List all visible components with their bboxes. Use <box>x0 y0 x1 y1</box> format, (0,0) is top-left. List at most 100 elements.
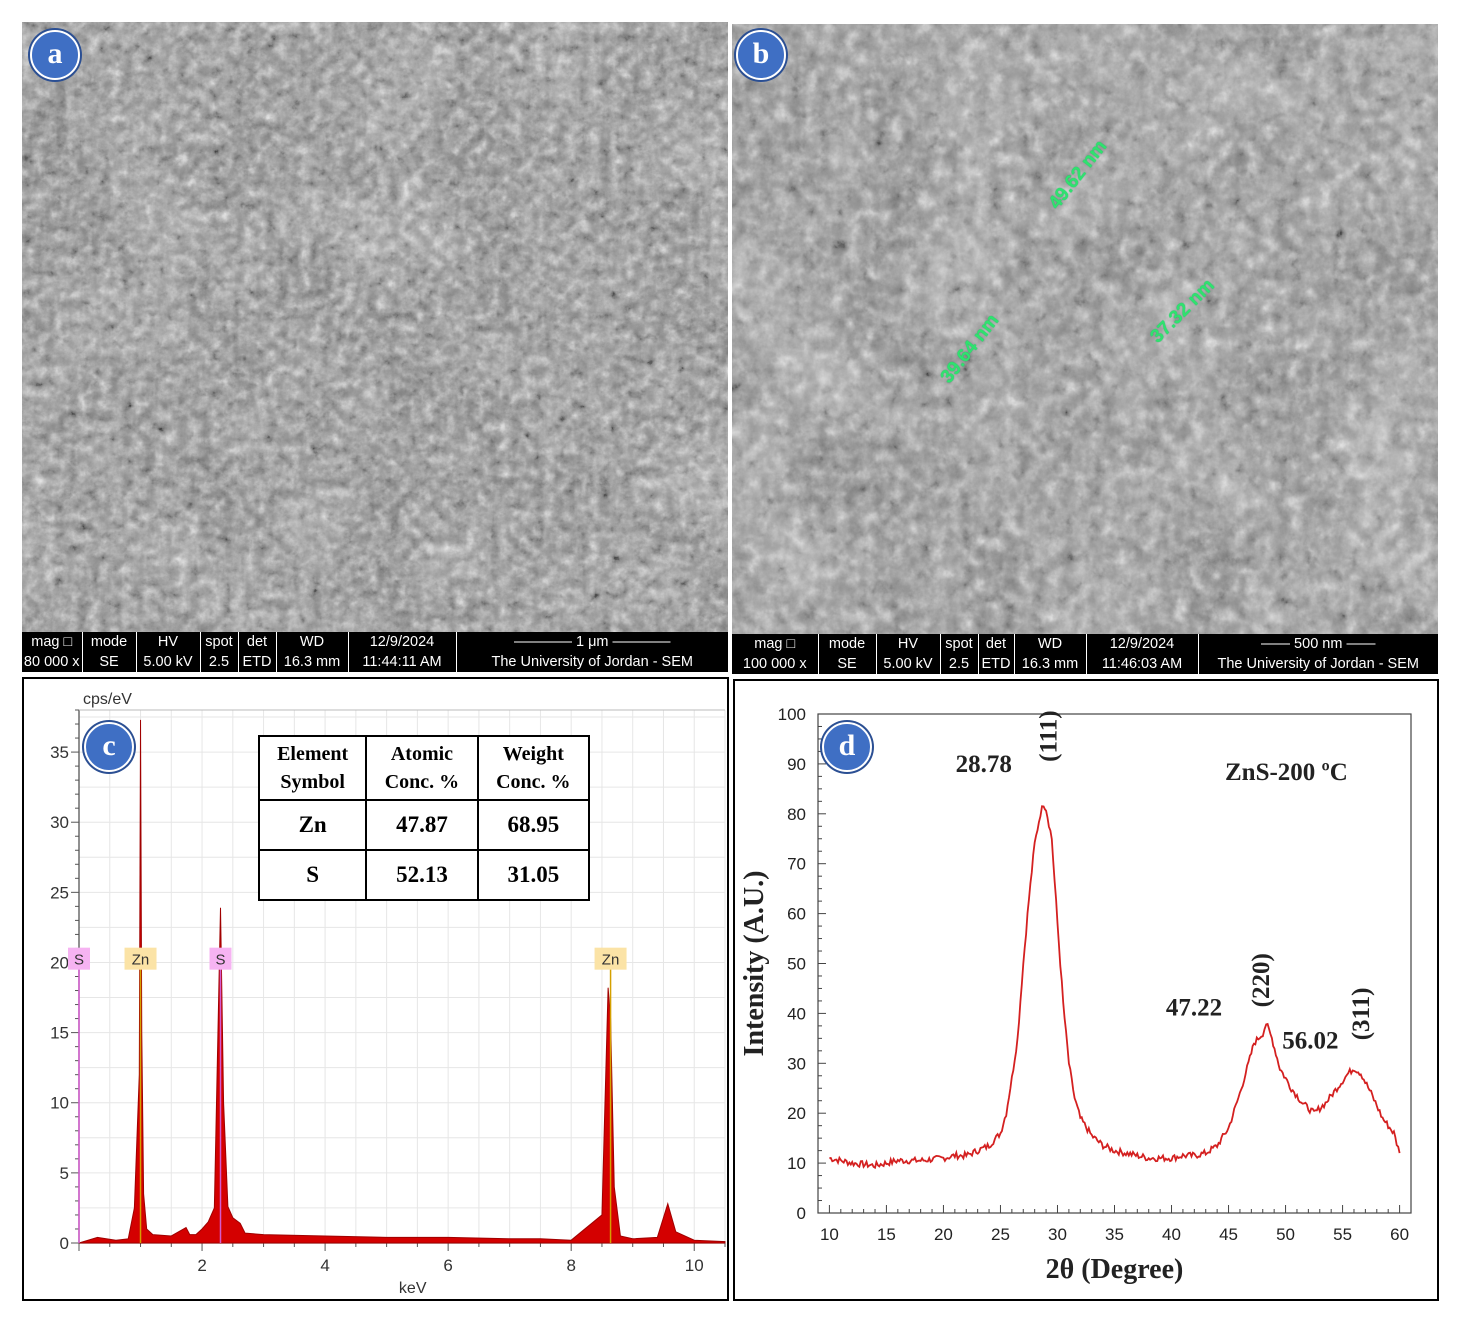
y-tick-label: 20 <box>787 1104 806 1123</box>
eds-cell-element: S <box>257 849 368 901</box>
sem-info-header: mag □ <box>732 634 819 654</box>
eds-col-weight-line2: Conc. % <box>496 771 571 793</box>
sem-info-value: SE <box>82 652 137 672</box>
y-tick-label: 0 <box>60 1234 69 1253</box>
x-tick-label: 45 <box>1219 1225 1238 1244</box>
sem-info-header: WD <box>1014 634 1087 654</box>
sem-info-header: WD <box>276 632 349 652</box>
sem-info-value: ETD <box>238 652 277 672</box>
x-tick-label: 2 <box>197 1256 206 1275</box>
sem-info-value: 80 000 x <box>22 652 83 672</box>
panel-label-b: b <box>736 30 786 80</box>
peak-hkl-label: (220) <box>1248 953 1275 1007</box>
sem-info-value: 100 000 x <box>732 654 819 674</box>
y-tick-label: 40 <box>787 1004 806 1023</box>
x-tick-label: 55 <box>1333 1225 1352 1244</box>
y-tick-label: 20 <box>50 953 69 972</box>
sem-texture-b <box>732 24 1438 634</box>
sem-info-value: ETD <box>978 654 1015 674</box>
sem-image-b <box>732 24 1438 634</box>
panel-b: b 49.62 nm 39.64 nm 37.32 nm mag □ mode HV… <box>732 24 1438 675</box>
y-tick-label: 0 <box>797 1204 806 1223</box>
xrd-series-line <box>829 805 1401 1170</box>
sem-info-header: 12/9/2024 <box>348 632 457 652</box>
x-tick-label: 60 <box>1390 1225 1409 1244</box>
x-tick-label: 10 <box>820 1225 839 1244</box>
sem-info-header: 12/9/2024 <box>1086 634 1199 654</box>
x-tick-label: 20 <box>934 1225 953 1244</box>
peak-label: Zn <box>132 952 150 969</box>
peak-label-bg <box>209 947 232 970</box>
panel-label-d: d <box>822 722 872 772</box>
sem-info-header: mag □ <box>22 632 83 652</box>
sem-info-header: mode <box>82 632 137 652</box>
panel-c-frame <box>22 677 729 1301</box>
x-tick-label: 15 <box>877 1225 896 1244</box>
table-row: S 52.13 31.05 <box>257 849 591 901</box>
sem-texture-a <box>22 22 728 632</box>
x-tick-label: 6 <box>443 1256 452 1275</box>
xrd-pattern-chart: 0 10 20 30 40 50 60 70 80 90 100 10 15 20 25 30 35 40 45 50… <box>739 705 1412 1285</box>
x-tick-label: 4 <box>320 1256 329 1275</box>
y-tick-label: 70 <box>787 855 806 874</box>
sem-info-header: spot <box>200 632 239 652</box>
eds-cell-weight: 31.05 <box>476 849 591 901</box>
eds-cell-weight: 68.95 <box>476 799 591 851</box>
sem-info-header: det <box>238 632 277 652</box>
panel-d-frame <box>733 679 1439 1301</box>
sem-image-a <box>22 22 728 632</box>
legend-label: ZnS-200 ºC <box>1225 759 1348 786</box>
plot-area-border <box>817 713 1412 1214</box>
sem-info-header: det <box>978 634 1015 654</box>
y-tick-label: 80 <box>787 805 806 824</box>
table-row: Zn 47.87 68.95 <box>257 799 591 851</box>
sem-info-value: 11:44:11 AM <box>348 652 457 672</box>
x-tick-label: 10 <box>685 1256 704 1275</box>
y-tick-label: 35 <box>50 743 69 762</box>
sem-info-bar-a: mag □ mode HV spot det WD 12/9/2024 ———— 1 μm —… <box>22 632 728 672</box>
y-tick-label: 10 <box>50 1094 69 1113</box>
sem-info-value: 2.5 <box>200 652 239 672</box>
sem-info-header: —— 500 nm —— <box>1261 636 1376 652</box>
x-tick-label: 35 <box>1105 1225 1124 1244</box>
y-tick-label: 5 <box>60 1164 69 1183</box>
x-tick-label: 25 <box>991 1225 1010 1244</box>
eds-composition-table: Element Symbol Atomic Conc. % Weight Conc. … <box>257 735 591 901</box>
x-axis-label: 2θ (Degree) <box>1046 1254 1184 1285</box>
panel-a: a mag □ mode HV spot det WD 12/9/2024 ———— 1 μm… <box>22 22 728 673</box>
eds-spectrum-series <box>78 719 726 1244</box>
x-tick-label: 8 <box>566 1256 575 1275</box>
x-tick-label: 40 <box>1162 1225 1181 1244</box>
peak-label: S <box>215 952 225 969</box>
y-tick-label: 30 <box>787 1054 806 1073</box>
sem-info-value: SE <box>818 654 877 674</box>
sem-info-value: 16.3 mm <box>276 652 349 672</box>
sem-info-header: mode <box>818 634 877 654</box>
eds-col-element-line2: Symbol <box>280 771 345 793</box>
peak-label-bg <box>68 947 90 970</box>
sem-info-value: The University of Jordan - SEM <box>1217 656 1419 672</box>
eds-col-atomic-line2: Conc. % <box>384 771 460 793</box>
sem-info-bar-b: mag □ mode HV spot det WD 12/9/2024 —— 500 nm —… <box>732 634 1438 674</box>
eds-col-atomic: Atomic Conc. % <box>365 735 479 801</box>
y-tick-label: 50 <box>787 955 806 974</box>
eds-col-weight-line1: Weight <box>502 743 564 765</box>
sem-info-value: 5.00 kV <box>876 654 941 674</box>
y-tick-label: 10 <box>787 1154 806 1173</box>
y-tick-label: 15 <box>50 1024 69 1043</box>
peak-hkl-label: (111) <box>1036 710 1063 761</box>
y-axis-label: cps/eV <box>83 691 132 708</box>
y-axis-label: Intensity (A.U.) <box>739 871 770 1057</box>
sem-info-value: 11:46:03 AM <box>1086 654 1199 674</box>
eds-col-atomic-line1: Atomic <box>390 743 454 765</box>
y-tick-label: 30 <box>50 813 69 832</box>
panel-label-c: c <box>84 722 134 772</box>
sem-info-value: 2.5 <box>940 654 979 674</box>
eds-col-element-line1: Element <box>277 743 349 765</box>
y-tick-label: 100 <box>778 705 806 724</box>
x-tick-label: 50 <box>1276 1225 1295 1244</box>
peak-hkl-label: (311) <box>1348 988 1375 1041</box>
peak-position-label: 56.02 <box>1282 1027 1338 1054</box>
y-tick-label: 60 <box>787 905 806 924</box>
